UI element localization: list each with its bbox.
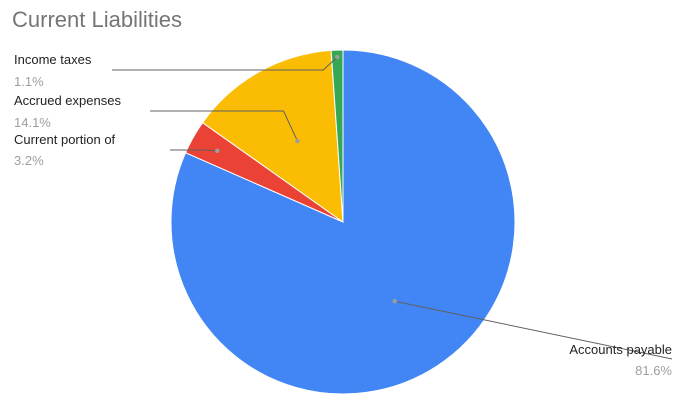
pie-slice-income-taxes bbox=[330, 49, 344, 223]
slice-label-name: Accounts payable bbox=[569, 342, 672, 357]
leader-line bbox=[112, 56, 338, 71]
leader-lines bbox=[112, 54, 673, 360]
slice-label-name: Current portion of bbox=[14, 132, 116, 147]
slice-labels: Accounts payable 81.6% Current portion of 3… bbox=[14, 52, 672, 378]
leader-line bbox=[170, 149, 218, 152]
slice-label-value: 14.1% bbox=[14, 115, 51, 130]
leader-line bbox=[150, 110, 298, 142]
chart-title: Current Liabilities bbox=[12, 7, 182, 32]
slice-label-value: 3.2% bbox=[14, 153, 44, 168]
leader-dot bbox=[392, 299, 397, 304]
leader-line bbox=[394, 300, 673, 360]
leader-dot bbox=[295, 138, 300, 144]
pie-slice-accrued-expenses bbox=[201, 49, 344, 224]
slice-label-value: 1.1% bbox=[14, 74, 44, 89]
slice-label-name: Accrued expenses bbox=[14, 93, 121, 108]
pie-slices bbox=[170, 49, 516, 395]
leader-dot bbox=[215, 148, 220, 154]
slice-label-name: Income taxes bbox=[14, 52, 92, 67]
slice-label-value: 81.6% bbox=[635, 363, 672, 378]
leader-dot bbox=[335, 54, 340, 60]
